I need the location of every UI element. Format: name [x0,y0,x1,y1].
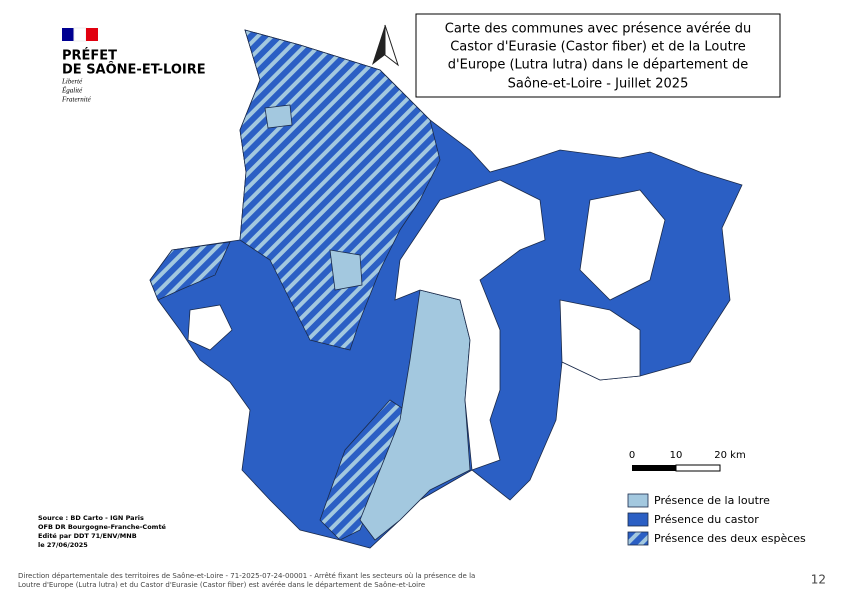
legend-swatch [627,512,649,527]
footer: Direction départementale des territoires… [18,572,475,589]
zone-loutre [329,249,363,291]
scale-label: 20 km [714,450,745,461]
logo-line: PRÉFET [62,48,117,64]
map [149,29,743,549]
scale-label: 10 [670,450,683,461]
logo-line: DE SAÔNE-ET-LOIRE [62,62,206,78]
title-line: Castor d'Eurasie (Castor fiber) et de la… [450,40,746,55]
north-arrow [372,24,399,67]
legend-label: Présence de la loutre [654,494,770,507]
legend-label: Présence des deux espèces [654,532,806,545]
scale-segment [675,464,721,472]
motto: Liberté [61,78,83,86]
title-line: Carte des communes avec présence avérée … [445,22,751,37]
scale-segment [632,465,676,471]
source: Source : BD Carto - IGN Paris OFB DR Bou… [38,514,167,549]
title-line: Saône-et-Loire - Juillet 2025 [508,77,689,92]
arrow-right [384,24,399,67]
zone-loutre [264,104,293,129]
zone-none [394,179,546,471]
source-line: Edité par DDT 71/ENV/MNB [38,532,137,540]
motto: Égalité [61,87,83,95]
zone-none [579,189,666,301]
flag-red [86,28,98,41]
footer-line: Direction départementale des territoires… [18,572,475,580]
legend-swatch [627,531,649,546]
zone-both-species [149,241,231,301]
flag-blue [62,28,74,41]
motto: Fraternité [61,96,92,104]
flag-white [73,27,87,42]
scale-bar: 0 10 20 km [629,450,746,472]
page-number: 12 [811,573,826,587]
source-line: OFB DR Bourgogne-Franche-Comté [38,523,167,531]
zone-none [187,304,233,351]
source-line: le 27/06/2025 [38,541,88,549]
legend: Présence de la loutre Présence du castor P… [627,493,806,546]
zone-none [559,299,641,381]
legend-swatch [627,493,649,508]
title-box [415,13,781,98]
arrow-left [372,25,385,65]
scale-label: 0 [629,450,635,461]
footer-line: Loutre d'Europe (Lutra lutra) et du Cast… [18,581,425,589]
logo: PRÉFET DE SAÔNE-ET-LOIRE Liberté Égalité… [61,27,206,104]
source-line: Source : BD Carto - IGN Paris [38,514,144,522]
title: Carte des communes avec présence avérée … [445,22,751,92]
legend-label: Présence du castor [654,513,759,526]
title-line: d'Europe (Lutra lutra) dans le départeme… [448,58,748,73]
